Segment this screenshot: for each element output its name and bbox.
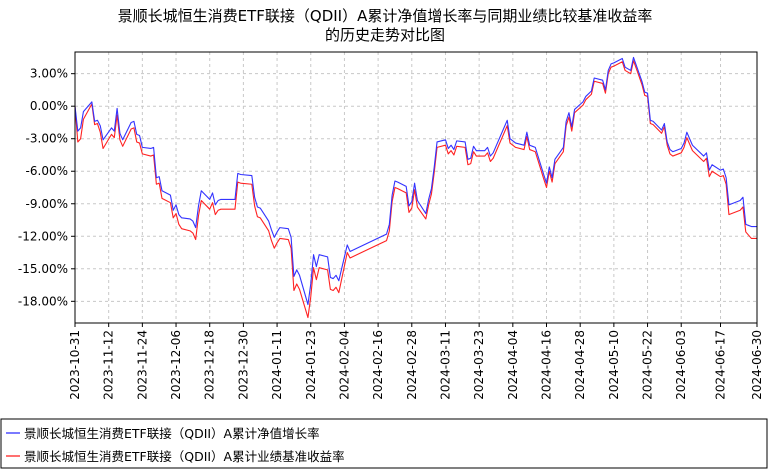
y-tick-label: -9.00% [26, 197, 68, 211]
x-tick-label: 2024-01-23 [304, 330, 318, 400]
legend: 景顺长城恒生消费ETF联接（QDII）A累计净值增长率 景顺长城恒生消费ETF联… [0, 418, 768, 469]
x-tick-label: 2024-01-11 [270, 330, 284, 400]
x-tick-label: 2024-04-16 [540, 330, 554, 400]
x-tick-label: 2024-04-04 [506, 330, 520, 400]
x-tick-label: 2024-06-03 [674, 330, 688, 400]
x-tick-label: 2024-03-23 [472, 330, 486, 400]
x-tick-label: 2024-02-16 [371, 330, 385, 400]
x-tick-label: 2024-02-04 [337, 330, 351, 400]
plot-area-frame [74, 51, 758, 324]
x-tick-label: 2023-11-12 [102, 330, 116, 400]
x-tick-label: 2023-11-24 [135, 330, 149, 400]
y-tick-label: -3.00% [26, 132, 68, 146]
x-tick-label: 2023-12-06 [169, 330, 183, 400]
chart-subtitle: 的历史走势对比图 [325, 26, 445, 44]
grid-lines [74, 52, 758, 323]
x-axis-ticks: 2023-10-31 2023-11-12 2023-11-24 2023-12-06… [68, 323, 764, 400]
x-tick-label: 2023-12-30 [236, 330, 250, 400]
y-tick-label: -18.00% [18, 294, 68, 308]
legend-label-nav: 景顺长城恒生消费ETF联接（QDII）A累计净值增长率 [24, 426, 320, 441]
y-tick-label: -15.00% [18, 262, 68, 276]
x-tick-label: 2024-04-28 [573, 330, 587, 400]
x-tick-label: 2024-05-10 [607, 330, 621, 400]
series-lines [74, 56, 757, 319]
legend-box [0, 418, 768, 469]
x-tick-label: 2024-06-30 [750, 330, 764, 400]
x-tick-label: 2024-03-11 [438, 330, 452, 400]
x-tick-label: 2024-06-17 [714, 330, 728, 400]
x-tick-label: 2023-10-31 [68, 330, 82, 400]
series-line-nav [74, 56, 757, 306]
y-tick-label: -6.00% [26, 164, 68, 178]
y-axis-ticks: -18.00% -15.00% -12.00% -9.00% -6.00% -3.00% 0… [18, 67, 75, 308]
x-tick-label: 2024-05-22 [641, 330, 655, 400]
y-tick-label: -12.00% [18, 229, 68, 243]
y-tick-label: 0.00% [30, 99, 68, 113]
x-tick-label: 2023-12-18 [203, 330, 217, 400]
chart-title: 景顺长城恒生消费ETF联接（QDII）A累计净值增长率与同期业绩比较基准收益率 [118, 7, 653, 25]
x-tick-label: 2024-02-28 [405, 330, 419, 400]
legend-label-benchmark: 景顺长城恒生消费ETF联接（QDII）A累计业绩基准收益率 [24, 449, 345, 464]
y-tick-label: 3.00% [30, 67, 68, 81]
